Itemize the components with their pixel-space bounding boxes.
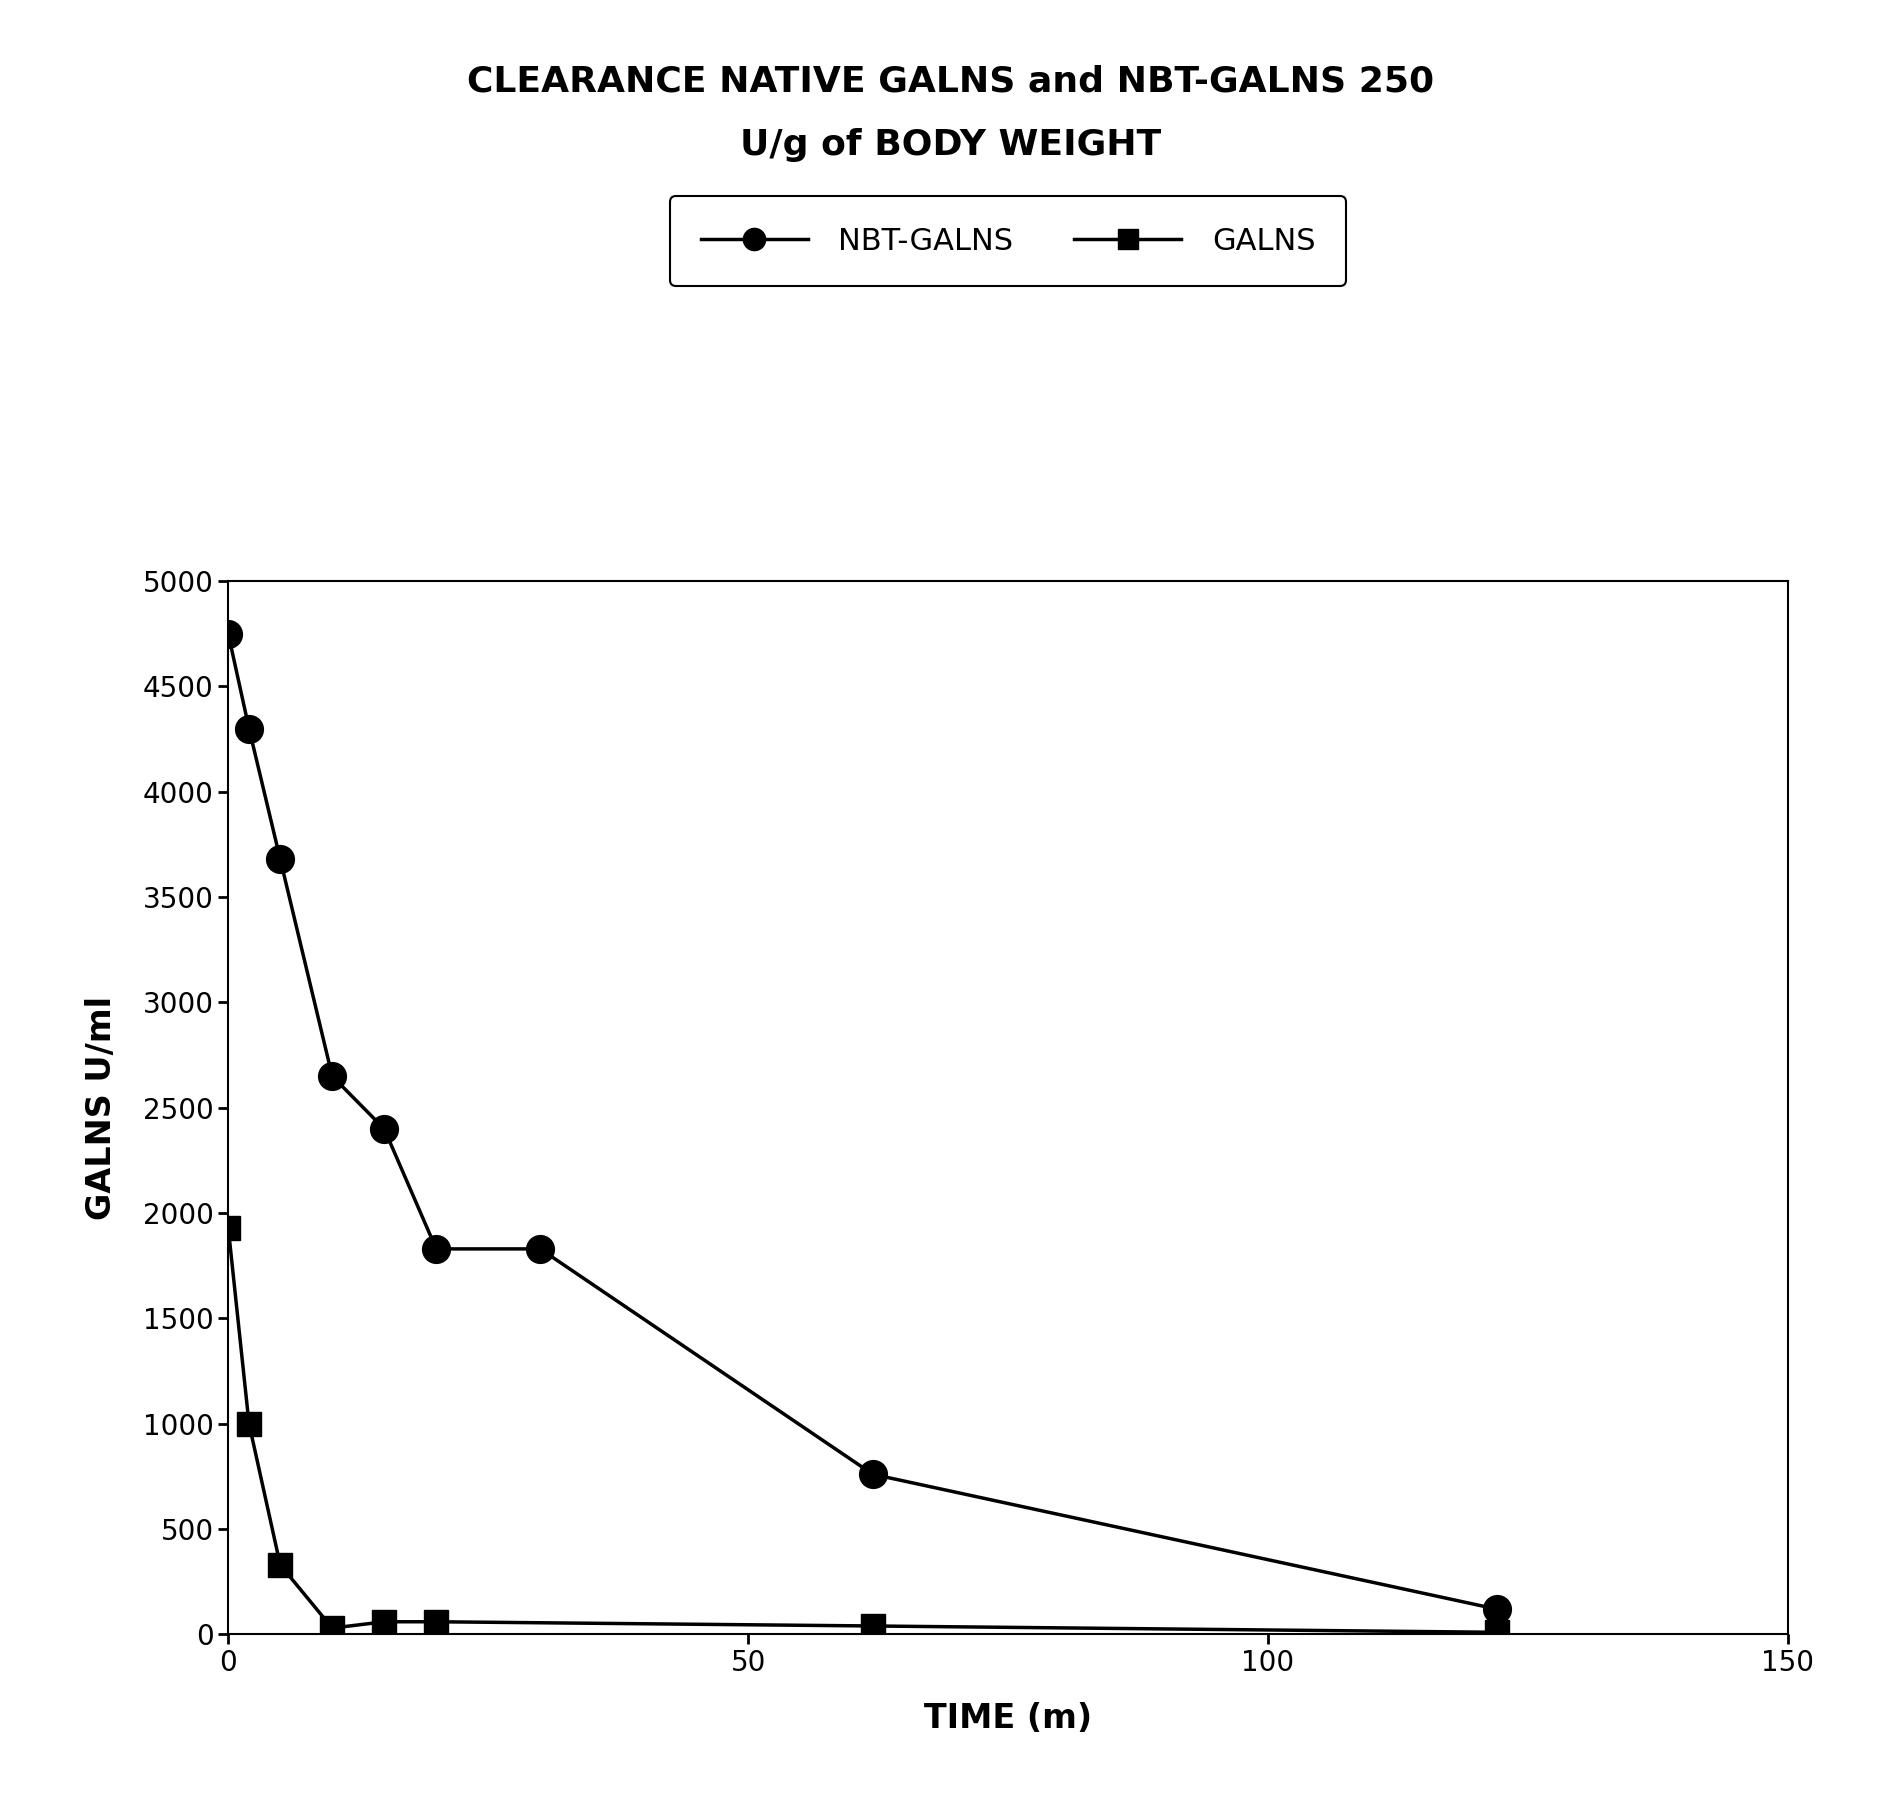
GALNS xyxy=(1485,1622,1508,1643)
GALNS xyxy=(321,1618,344,1640)
GALNS xyxy=(862,1614,884,1636)
GALNS xyxy=(424,1611,447,1633)
NBT-GALNS xyxy=(862,1464,884,1485)
Line: NBT-GALNS: NBT-GALNS xyxy=(215,619,1510,1624)
NBT-GALNS xyxy=(321,1066,344,1088)
Line: GALNS: GALNS xyxy=(217,1217,1508,1643)
Text: U/g of BODY WEIGHT: U/g of BODY WEIGHT xyxy=(740,129,1162,162)
X-axis label: TIME (m): TIME (m) xyxy=(924,1702,1092,1734)
GALNS xyxy=(373,1611,396,1633)
NBT-GALNS xyxy=(268,848,291,870)
GALNS xyxy=(238,1413,261,1435)
NBT-GALNS xyxy=(373,1119,396,1140)
Legend: NBT-GALNS, GALNS: NBT-GALNS, GALNS xyxy=(670,196,1347,287)
Text: CLEARANCE NATIVE GALNS and NBT-GALNS 250: CLEARANCE NATIVE GALNS and NBT-GALNS 250 xyxy=(468,65,1434,98)
GALNS xyxy=(268,1554,291,1576)
NBT-GALNS xyxy=(424,1239,447,1260)
GALNS xyxy=(217,1217,240,1239)
NBT-GALNS xyxy=(238,717,261,739)
NBT-GALNS xyxy=(217,623,240,645)
NBT-GALNS xyxy=(529,1239,552,1260)
Y-axis label: GALNS U/ml: GALNS U/ml xyxy=(86,995,118,1220)
NBT-GALNS xyxy=(1485,1598,1508,1620)
